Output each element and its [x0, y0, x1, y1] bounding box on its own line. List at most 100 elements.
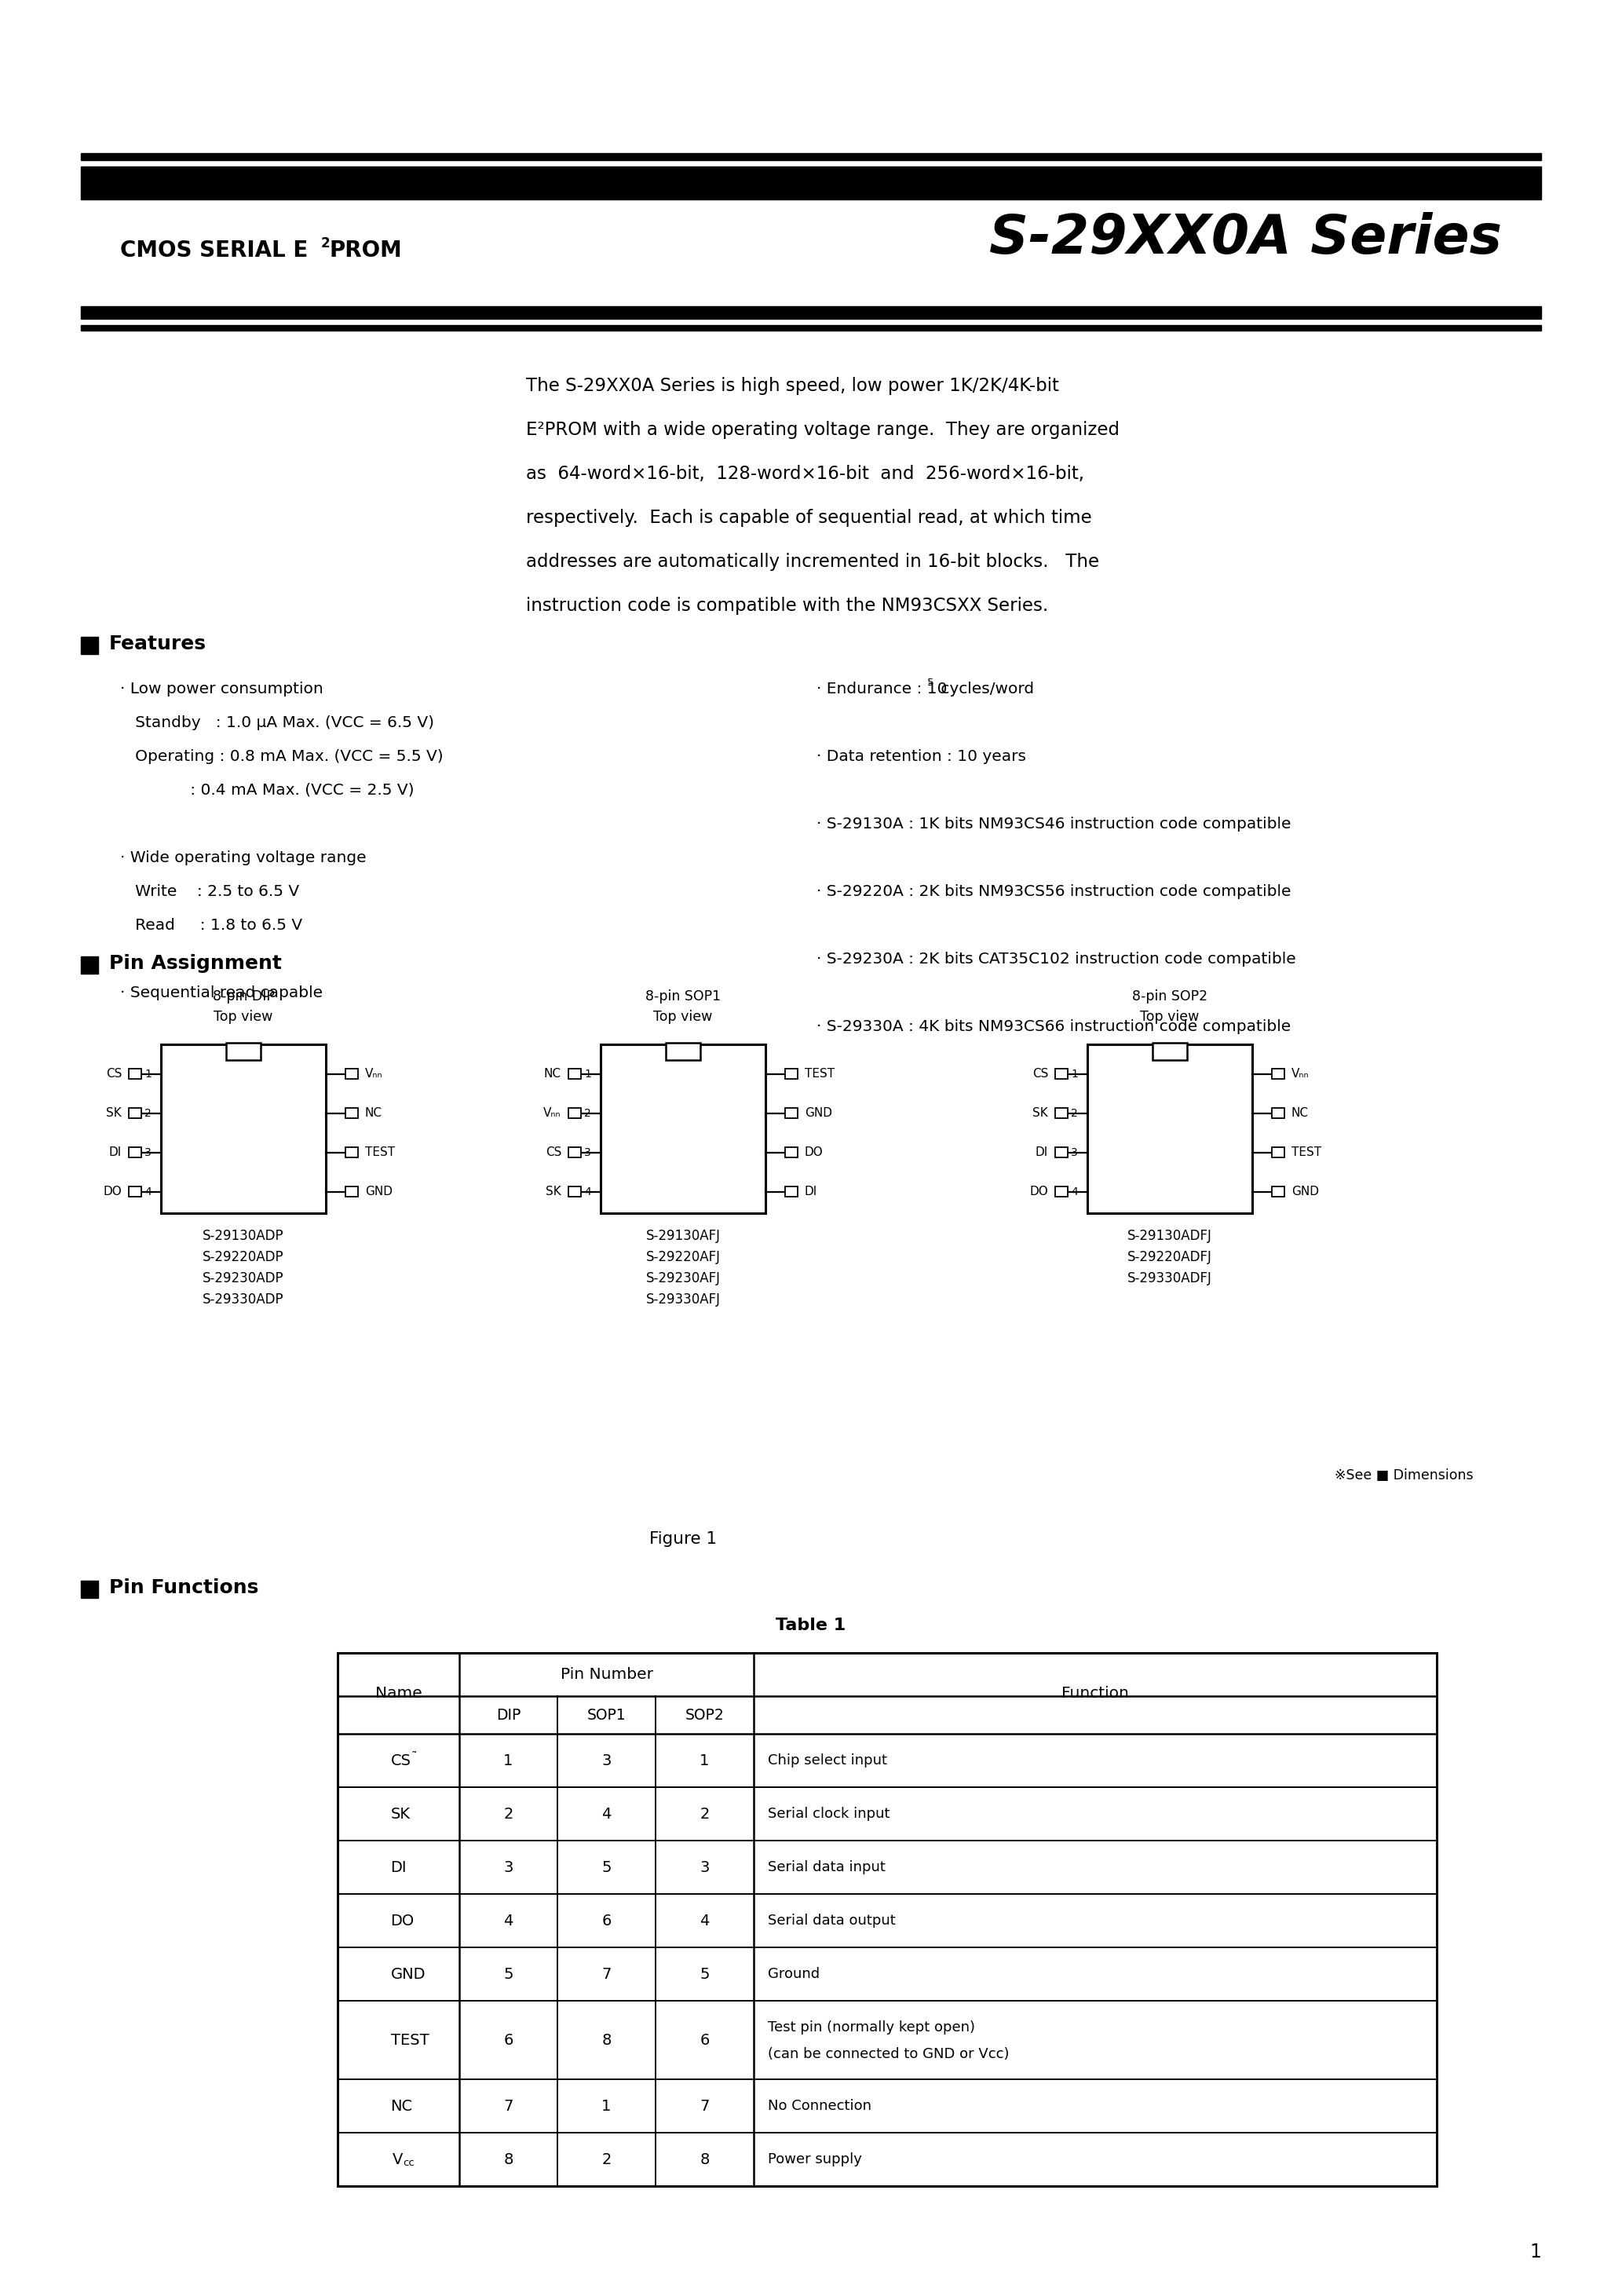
Text: · S-29220A : 2K bits NM93CS56 instruction code compatible: · S-29220A : 2K bits NM93CS56 instructio… [816, 884, 1291, 900]
Bar [81, 168, 1541, 200]
Text: addresses are automatically incremented in 16-bit blocks.   The: addresses are automatically incremented … [526, 553, 1100, 572]
Text: 1: 1 [584, 1068, 590, 1079]
Text: S-29330AFJ: S-29330AFJ [646, 1293, 720, 1306]
Text: Serial clock input: Serial clock input [767, 1807, 890, 1821]
Text: 3: 3 [1071, 1146, 1077, 1157]
Text: PROM: PROM [329, 239, 402, 262]
Text: 5: 5 [787, 1187, 795, 1196]
Text: 6: 6 [602, 1913, 611, 1929]
Text: 4: 4 [699, 1913, 709, 1929]
Text: DO: DO [391, 1913, 414, 1929]
Text: 2: 2 [144, 1107, 151, 1118]
Text: 7: 7 [347, 1107, 355, 1118]
Text: 5: 5 [699, 1968, 709, 1981]
Bar [345, 1109, 358, 1118]
Text: 1: 1 [503, 1754, 513, 1768]
Text: Vₙₙ: Vₙₙ [365, 1068, 383, 1079]
Text: 3: 3 [144, 1146, 151, 1157]
Text: 2: 2 [699, 1807, 709, 1821]
Text: · Sequential read capable: · Sequential read capable [120, 985, 323, 1001]
Text: 5: 5 [503, 1968, 513, 1981]
Text: TEST: TEST [805, 1068, 835, 1079]
Text: Top view: Top view [654, 1010, 712, 1024]
Bar [785, 1187, 798, 1196]
Text: 7: 7 [602, 1968, 611, 1981]
Bar [1272, 1187, 1285, 1196]
Text: DIP: DIP [496, 1708, 521, 1722]
Text: 1: 1 [144, 1068, 151, 1079]
Text: TEST: TEST [391, 2032, 428, 2048]
Text: S-29220AFJ: S-29220AFJ [646, 1249, 720, 1265]
Bar [785, 1109, 798, 1118]
Text: The S-29XX0A Series is high speed, low power 1K/2K/4K-bit: The S-29XX0A Series is high speed, low p… [526, 377, 1059, 395]
Text: S-29330ADP: S-29330ADP [203, 1293, 284, 1306]
Text: Name: Name [375, 1685, 422, 1701]
Text: 4: 4 [602, 1807, 611, 1821]
Text: 5: 5 [1275, 1187, 1281, 1196]
Bar [345, 1068, 358, 1079]
Text: 6: 6 [699, 2032, 709, 2048]
Text: DI: DI [805, 1185, 817, 1199]
Text: CS: CS [1032, 1068, 1048, 1079]
Bar [1272, 1109, 1285, 1118]
Text: SK: SK [1033, 1107, 1048, 1118]
Bar [1056, 1109, 1067, 1118]
Text: 1: 1 [1071, 1068, 1079, 1079]
Bar [225, 1042, 261, 1061]
Bar [568, 1109, 581, 1118]
Text: · Wide operating voltage range: · Wide operating voltage range [120, 850, 367, 866]
Bar [81, 326, 1541, 331]
Text: 2: 2 [503, 1807, 513, 1821]
Text: 7: 7 [503, 2099, 513, 2112]
Text: · S-29330A : 4K bits NM93CS66 instruction code compatible: · S-29330A : 4K bits NM93CS66 instructio… [816, 1019, 1291, 1033]
Text: 3: 3 [584, 1146, 590, 1157]
Text: 1: 1 [699, 1754, 709, 1768]
Text: 2: 2 [321, 236, 331, 250]
Text: Ground: Ground [767, 1968, 819, 1981]
Text: Test pin (normally kept open): Test pin (normally kept open) [767, 2020, 975, 2034]
Text: DI: DI [391, 1860, 407, 1876]
Text: 5: 5 [347, 1187, 355, 1196]
Text: 2: 2 [584, 1107, 590, 1118]
Text: 7: 7 [699, 2099, 709, 2112]
Bar [568, 1187, 581, 1196]
Text: SK: SK [105, 1107, 122, 1118]
Text: GND: GND [1291, 1185, 1319, 1199]
Text: DI: DI [1035, 1146, 1048, 1157]
Bar [568, 1148, 581, 1157]
Text: V: V [393, 2151, 402, 2167]
Text: 3: 3 [602, 1754, 611, 1768]
Text: S-29130AFJ: S-29130AFJ [646, 1228, 720, 1242]
Text: Table 1: Table 1 [775, 1619, 847, 1632]
Bar [568, 1068, 581, 1079]
Text: E²PROM with a wide operating voltage range.  They are organized: E²PROM with a wide operating voltage ran… [526, 420, 1119, 439]
Bar [128, 1148, 141, 1157]
Bar [1272, 1068, 1285, 1079]
Text: ˜: ˜ [410, 1752, 417, 1763]
Text: 8: 8 [1275, 1068, 1281, 1079]
Text: SK: SK [547, 1185, 561, 1199]
Text: S-29220ADP: S-29220ADP [203, 1249, 284, 1265]
Text: CS: CS [105, 1068, 122, 1079]
Bar [128, 1109, 141, 1118]
Text: TEST: TEST [365, 1146, 396, 1157]
Text: GND: GND [365, 1185, 393, 1199]
Text: 3: 3 [699, 1860, 709, 1876]
Text: Read     : 1.8 to 6.5 V: Read : 1.8 to 6.5 V [120, 918, 302, 932]
Text: : 0.4 mA Max. (VCC = 2.5 V): : 0.4 mA Max. (VCC = 2.5 V) [120, 783, 414, 797]
Bar [81, 305, 1541, 319]
Text: 6: 6 [347, 1146, 355, 1157]
Text: 7: 7 [1275, 1107, 1281, 1118]
Text: Pin Assignment: Pin Assignment [109, 955, 282, 974]
Text: No Connection: No Connection [767, 2099, 871, 2112]
Text: ※See ■ Dimensions: ※See ■ Dimensions [1335, 1469, 1473, 1483]
Text: instruction code is compatible with the NM93CSXX Series.: instruction code is compatible with the … [526, 597, 1048, 615]
Text: 4: 4 [144, 1187, 151, 1196]
Text: as  64-word×16-bit,  128-word×16-bit  and  256-word×16-bit,: as 64-word×16-bit, 128-word×16-bit and 2… [526, 464, 1083, 482]
Text: 4: 4 [1071, 1187, 1077, 1196]
Bar [600, 1045, 766, 1212]
Text: S-29330ADFJ: S-29330ADFJ [1127, 1272, 1212, 1286]
Text: Top view: Top view [1140, 1010, 1199, 1024]
Text: Write    : 2.5 to 6.5 V: Write : 2.5 to 6.5 V [120, 884, 298, 900]
Text: 8: 8 [503, 2151, 513, 2167]
